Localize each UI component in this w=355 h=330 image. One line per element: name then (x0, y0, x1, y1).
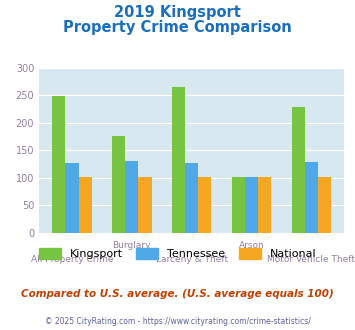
Text: Motor Vehicle Theft: Motor Vehicle Theft (267, 255, 355, 264)
Text: Burglary: Burglary (113, 241, 151, 250)
Bar (65, 163, 78, 233)
Bar (185, 163, 198, 233)
Bar (232, 177, 245, 233)
Text: Arson: Arson (239, 241, 264, 250)
Bar (258, 177, 271, 233)
Bar (245, 177, 258, 233)
Text: Compared to U.S. average. (U.S. average equals 100): Compared to U.S. average. (U.S. average … (21, 289, 334, 299)
Bar (318, 177, 331, 233)
Bar (305, 162, 318, 233)
Text: Larceny & Theft: Larceny & Theft (155, 255, 228, 264)
Text: © 2025 CityRating.com - https://www.cityrating.com/crime-statistics/: © 2025 CityRating.com - https://www.city… (45, 317, 310, 326)
Text: All Property Crime: All Property Crime (31, 255, 113, 264)
Bar (172, 87, 185, 233)
Bar (292, 107, 305, 233)
Bar (138, 177, 152, 233)
Bar (198, 177, 212, 233)
Text: Property Crime Comparison: Property Crime Comparison (63, 20, 292, 35)
Bar (125, 161, 138, 233)
Bar (52, 96, 65, 233)
Text: 2019 Kingsport: 2019 Kingsport (114, 5, 241, 20)
Bar (112, 136, 125, 233)
Legend: Kingsport, Tennessee, National: Kingsport, Tennessee, National (34, 244, 321, 263)
Bar (78, 177, 92, 233)
